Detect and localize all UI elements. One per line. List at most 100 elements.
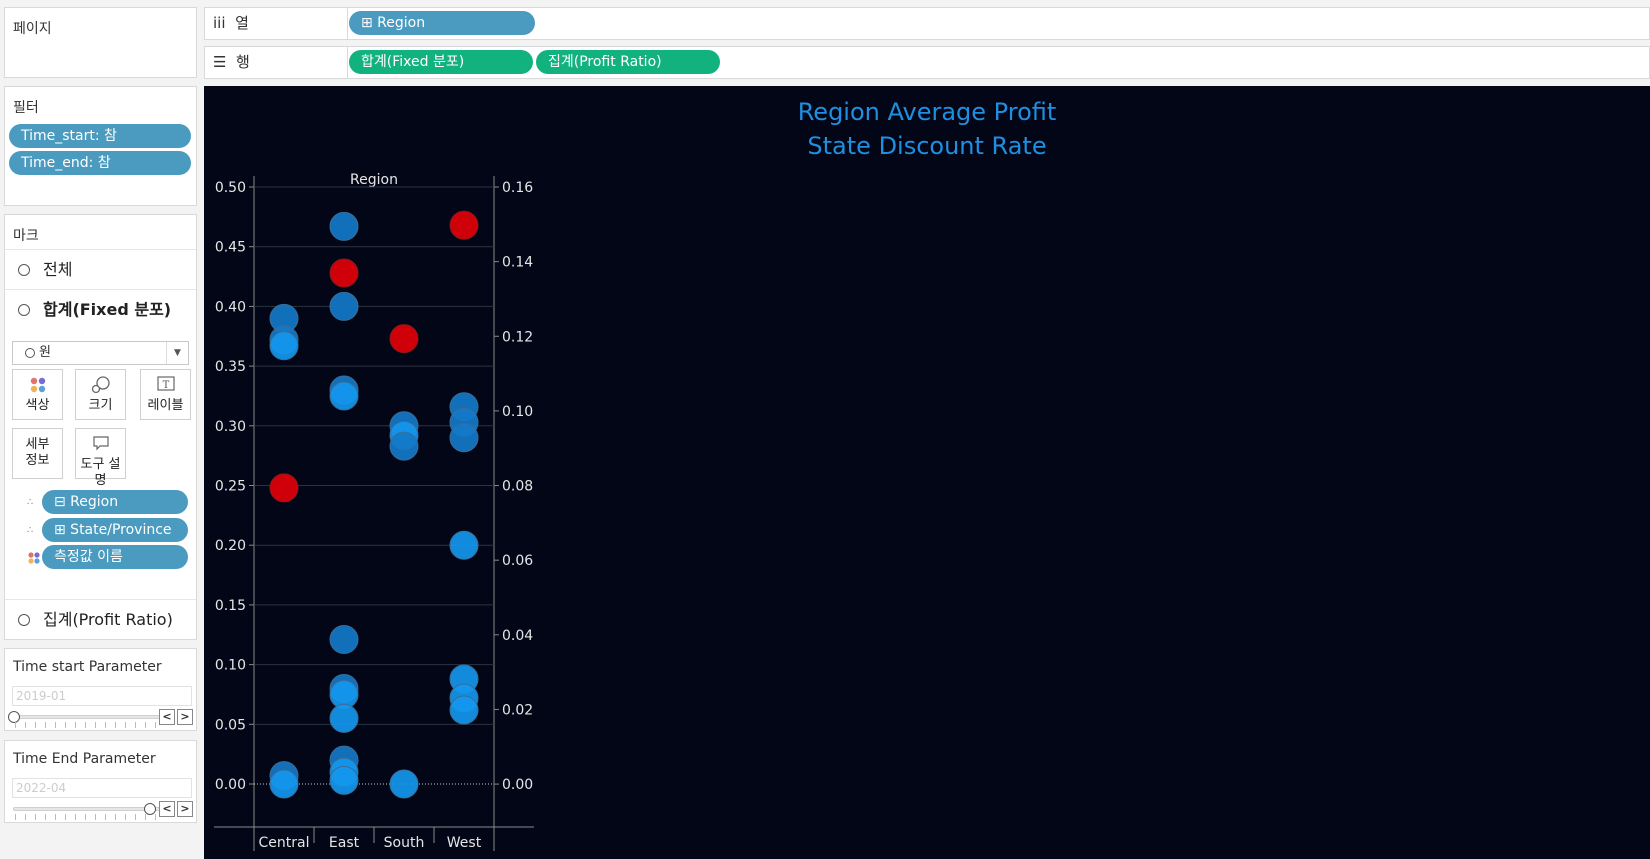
category-labels: Central East South West xyxy=(259,827,482,851)
left-tick-label: 0.15 xyxy=(215,598,246,614)
detail-dots-icon: ∴ xyxy=(27,497,34,508)
visualization-area: Region Average Profit State Discount Rat… xyxy=(204,86,1650,859)
axis-ticks: 0.50 0.45 0.40 0.35 0.30 0.25 0.20 0.15 0.10 0.05… xyxy=(215,180,533,793)
size-button[interactable]: 크기 xyxy=(75,369,126,420)
left-tick-label: 0.05 xyxy=(215,717,246,733)
columns-shelf-label: iii 열 xyxy=(205,8,348,39)
field-pill-measure-names[interactable]: 측정값 이름 xyxy=(42,545,188,569)
rows-shelf-label: ☰ 행 xyxy=(205,47,348,78)
category-label: Central xyxy=(259,835,310,851)
text-label-icon: T xyxy=(141,376,190,398)
red-point[interactable] xyxy=(329,258,359,288)
left-tick-label: 0.45 xyxy=(215,240,246,256)
detail-button-label-1: 세부 xyxy=(25,437,50,452)
left-tick-label: 0.10 xyxy=(215,658,246,674)
marks-row-fixed-label: 합계(Fixed 분포) xyxy=(43,300,172,319)
viz-title-line-2: State Discount Rate xyxy=(807,132,1047,160)
left-tick-label: 0.25 xyxy=(215,479,246,495)
detail-dots-icon: ∴ xyxy=(27,525,34,536)
blue-point[interactable] xyxy=(329,625,359,655)
blue-point[interactable] xyxy=(449,423,479,453)
marks-row-profit-ratio[interactable]: 집계(Profit Ratio) xyxy=(5,599,196,639)
label-button[interactable]: T 레이블 xyxy=(140,369,191,420)
left-tick-label: 0.35 xyxy=(215,359,246,375)
param-end-card: Time End Parameter 2022-04 < > xyxy=(4,740,197,823)
left-panel: 페이지 필터 Time_start: 참 Time_end: 참 마크 전체 합… xyxy=(0,0,197,859)
red-point[interactable] xyxy=(269,473,299,503)
color-button[interactable]: 색상 xyxy=(12,369,63,420)
red-point[interactable] xyxy=(389,324,419,354)
param-end-next-button[interactable]: > xyxy=(177,801,193,817)
param-end-input[interactable]: 2022-04 xyxy=(12,778,192,798)
rows-pill-fixed[interactable]: 합계(Fixed 분포) xyxy=(349,50,533,74)
region-header: Region xyxy=(350,172,398,188)
detail-button-label-2: 정보 xyxy=(25,453,50,468)
columns-pill-region[interactable]: ⊞ Region xyxy=(349,11,535,35)
svg-text:T: T xyxy=(162,380,169,391)
left-tick-label: 0.40 xyxy=(215,299,246,315)
param-start-slider[interactable] xyxy=(13,715,161,719)
param-start-prev-button[interactable]: < xyxy=(159,709,175,725)
right-tick-label: 0.00 xyxy=(502,777,533,793)
speech-bubble-icon xyxy=(76,435,125,457)
category-label: South xyxy=(384,835,425,851)
rows-shelf[interactable]: ☰ 행 합계(Fixed 분포) 집계(Profit Ratio) xyxy=(204,46,1650,79)
blue-point[interactable] xyxy=(329,703,359,733)
blue-point[interactable] xyxy=(329,291,359,321)
left-tick-label: 0.00 xyxy=(215,777,246,793)
field-pill-state[interactable]: ⊞ State/Province xyxy=(42,518,188,542)
param-start-input[interactable]: 2019-01 xyxy=(12,686,192,706)
marks-row-profit-ratio-label: 집계(Profit Ratio) xyxy=(43,610,173,629)
columns-icon: iii xyxy=(213,14,226,32)
marks-row-all[interactable]: 전체 xyxy=(5,249,196,289)
blue-point[interactable] xyxy=(449,530,479,560)
param-end-ticks xyxy=(15,814,159,820)
left-tick-label: 0.50 xyxy=(215,180,246,196)
right-tick-label: 0.06 xyxy=(502,553,533,569)
mark-type-value: 원 xyxy=(39,345,51,360)
blue-point[interactable] xyxy=(329,765,359,795)
size-button-label: 크기 xyxy=(88,398,113,413)
param-start-next-button[interactable]: > xyxy=(177,709,193,725)
blue-point[interactable] xyxy=(389,769,419,799)
scatter-chart: Region 0.500.450.400.350.300.250.200.150… xyxy=(214,172,534,851)
blue-point[interactable] xyxy=(269,331,299,361)
columns-label-text: 열 xyxy=(235,14,249,32)
chevron-down-icon[interactable]: ▼ xyxy=(166,342,188,364)
red-point[interactable] xyxy=(449,210,479,240)
circle-mark-icon xyxy=(25,348,35,358)
param-start-title: Time start Parameter xyxy=(13,659,162,675)
left-tick-label: 0.30 xyxy=(215,419,246,435)
marks-row-fixed[interactable]: 합계(Fixed 분포) xyxy=(5,289,196,329)
filter-pill-time-end[interactable]: Time_end: 참 xyxy=(9,151,191,175)
label-button-label: 레이블 xyxy=(147,398,184,413)
right-tick-label: 0.10 xyxy=(502,404,533,420)
blue-point[interactable] xyxy=(329,381,359,411)
rows-pill-profit-ratio[interactable]: 집계(Profit Ratio) xyxy=(536,50,720,74)
size-icon xyxy=(76,376,125,398)
mark-type-dropdown[interactable]: 원 ▼ xyxy=(12,341,189,365)
param-end-slider[interactable] xyxy=(13,807,161,811)
filters-title: 필터 xyxy=(13,100,39,116)
tooltip-button-label: 도구 설명 xyxy=(80,457,121,488)
tooltip-button[interactable]: 도구 설명 xyxy=(75,428,126,488)
blue-point[interactable] xyxy=(329,211,359,241)
field-pill-region[interactable]: ⊟ Region xyxy=(42,490,188,514)
marks-card: 마크 전체 합계(Fixed 분포) 원 ▼ 색상 xyxy=(4,214,197,640)
marks-row-all-label: 전체 xyxy=(43,260,73,279)
detail-button[interactable]: 세부 정보 xyxy=(12,428,63,479)
data-points xyxy=(269,210,479,799)
right-tick-label: 0.14 xyxy=(502,255,533,271)
columns-shelf[interactable]: iii 열 ⊞ Region xyxy=(204,7,1650,40)
radio-icon xyxy=(18,264,30,276)
rows-label-text: 행 xyxy=(236,53,250,71)
blue-point[interactable] xyxy=(269,769,299,799)
blue-point[interactable] xyxy=(389,431,419,461)
color-icon xyxy=(13,376,62,398)
blue-point[interactable] xyxy=(449,695,479,725)
right-tick-label: 0.12 xyxy=(502,329,533,345)
param-start-slider-knob[interactable] xyxy=(8,711,20,723)
param-start-ticks xyxy=(15,722,159,728)
param-end-prev-button[interactable]: < xyxy=(159,801,175,817)
filter-pill-time-start[interactable]: Time_start: 참 xyxy=(9,124,191,148)
